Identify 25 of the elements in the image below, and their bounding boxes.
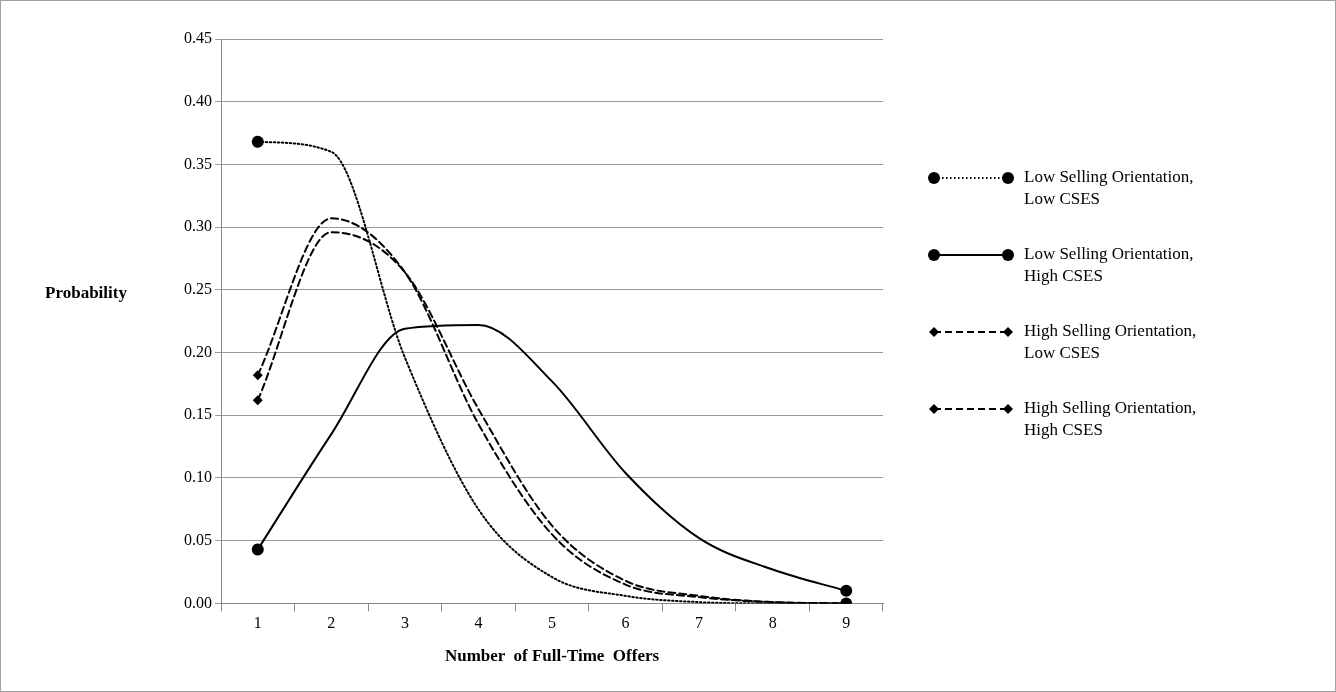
legend-label: High Selling Orientation, High CSES xyxy=(1024,397,1198,441)
y-tick-label: 0.35 xyxy=(184,154,212,172)
y-tick-label: 0.05 xyxy=(184,530,212,548)
x-tick-label: 9 xyxy=(842,614,851,632)
y-tick-label: 0.30 xyxy=(184,217,212,235)
x-tick-label: 1 xyxy=(253,614,262,632)
legend-label: High Selling Orientation, Low CSES xyxy=(1024,320,1198,364)
y-tick-label: 0.00 xyxy=(184,593,212,611)
x-tick-label: 5 xyxy=(548,614,556,632)
x-tick-label: 3 xyxy=(400,614,409,632)
x-axis-title: Number of Full-Time Offers xyxy=(444,646,660,666)
y-axis-title: Probability xyxy=(45,282,128,302)
x-tick-label: 2 xyxy=(327,614,336,632)
x-tick-label: 7 xyxy=(695,614,704,632)
y-tick-label: 0.25 xyxy=(184,280,212,298)
x-tick-label: 4 xyxy=(474,614,483,632)
y-tick-label: 0.40 xyxy=(184,91,212,109)
y-tick-label: 0.45 xyxy=(184,29,212,47)
y-tick-label: 0.20 xyxy=(184,342,212,360)
y-tick-label: 0.15 xyxy=(184,405,212,423)
legend-label: Low Selling Orientation, High CSES xyxy=(1024,243,1195,287)
x-tick-label: 8 xyxy=(768,614,777,632)
y-tick-label: 0.10 xyxy=(184,468,212,486)
x-tick-label: 6 xyxy=(621,614,630,632)
legend-label: Low Selling Orientation, Low CSES xyxy=(1024,166,1195,210)
